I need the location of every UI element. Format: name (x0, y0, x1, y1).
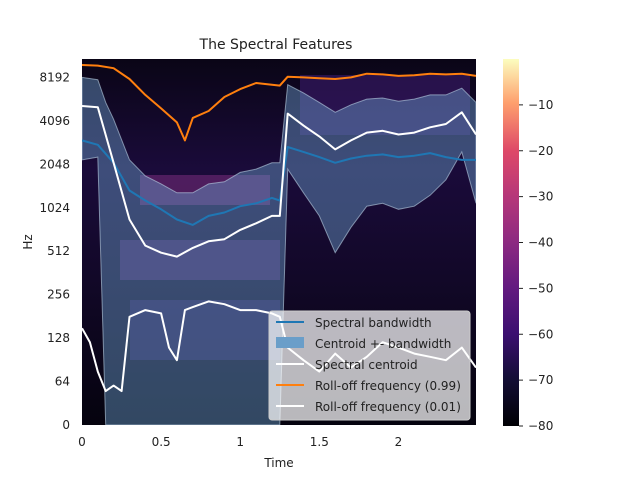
y-tick-label: 128 (47, 331, 70, 345)
legend-label-bandwidth: Spectral bandwidth (315, 316, 432, 330)
legend-label-rolloff-99: Roll-off frequency (0.99) (315, 379, 461, 393)
x-tick-label: 2 (395, 435, 403, 449)
y-tick-label: 1024 (39, 201, 70, 215)
rolloff-99-line (82, 64, 476, 142)
colorbar: −10 −20 −30 −40 −50 −60 −70 −80 (503, 59, 553, 433)
colorbar-tick-label: −20 (528, 144, 553, 158)
colorbar-tick-label: −60 (528, 327, 553, 341)
colorbar-tick-label: −80 (528, 419, 553, 433)
chart-title: The Spectral Features (199, 37, 353, 53)
x-tick-label: 0 (78, 435, 86, 449)
plot-area (82, 59, 476, 425)
y-tick-label: 256 (47, 288, 70, 302)
colorbar-tick-label: −40 (528, 236, 553, 250)
colorbar-tick-label: −30 (528, 190, 553, 204)
colorbar-tick-label: −10 (528, 98, 553, 112)
legend-label-band: Centroid +- bandwidth (315, 337, 451, 351)
spectral-centroid-line (82, 105, 476, 258)
legend-label-rolloff-01: Roll-off frequency (0.01) (315, 400, 461, 414)
x-tick-label: 1.5 (310, 435, 329, 449)
y-tick-label: 8192 (39, 70, 70, 84)
y-tick-label: 64 (55, 375, 70, 389)
spectrogram-harmonic-band (140, 175, 270, 205)
y-tick-label: 512 (47, 244, 70, 258)
x-tick-label: 0.5 (152, 435, 171, 449)
colorbar-gradient (503, 59, 519, 426)
colorbar-tick-label: −50 (528, 281, 553, 295)
y-axis-label: Hz (21, 234, 35, 249)
x-tick-label: 1 (236, 435, 244, 449)
x-axis-label: Time (263, 456, 293, 470)
legend: Spectral bandwidth Centroid +- bandwidth… (268, 310, 471, 421)
legend-label-centroid: Spectral centroid (315, 358, 418, 372)
spectrogram-texture (120, 75, 470, 360)
legend-swatch-band (276, 337, 304, 348)
y-tick-label: 0 (62, 418, 70, 432)
spectral-bandwidth-line (82, 139, 476, 226)
legend-box (268, 310, 471, 421)
colorbar-tick-label: −70 (528, 373, 553, 387)
y-tick-label: 2048 (39, 157, 70, 171)
y-tick-label: 4096 (39, 114, 70, 128)
